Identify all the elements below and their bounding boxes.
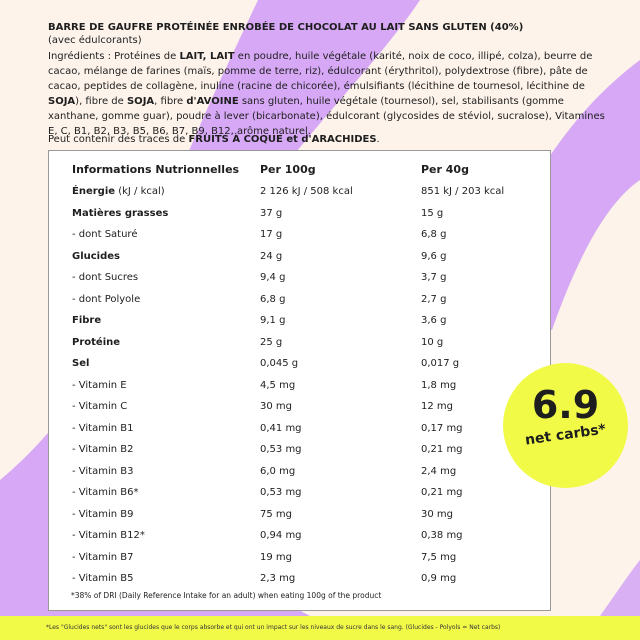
nutrient-label: - Vitamin E [72,379,127,391]
nutrient-label: - Vitamin B7 [72,551,134,563]
table-row: Matières grasses 37 g 15 g [49,204,550,224]
value-per-100g: 9,1 g [260,315,286,326]
table-row: - dont Sucres 9,4 g 3,7 g [49,268,550,288]
bottom-band [0,616,640,640]
table-row: - Vitamin B3 6,0 mg 2,4 mg [49,462,550,482]
table-row: - Vitamin B6* 0,53 mg 0,21 mg [49,483,550,503]
value-per-40g: 0,9 mg [421,573,457,584]
ingredients-text: Ingrédients : Protéines de LAIT, LAIT en… [48,51,605,137]
nutrient-label: - dont Sucres [72,272,139,283]
value-per-40g: 6,8 g [421,229,447,240]
value-per-40g: 7,5 mg [421,551,457,563]
nutrient-label: - Vitamin B2 [72,444,134,455]
net-carbs-note: *Les "Glucides nets" sont les glucides q… [46,624,501,631]
table-row: Sel 0,045 g 0,017 g [49,354,550,374]
value-per-100g: 25 g [260,336,283,348]
value-per-100g: 24 g [260,250,283,262]
value-per-40g: 0,21 mg [421,487,463,498]
nutrient-label: - Vitamin B6* [72,487,139,498]
value-per-40g: 10 g [421,336,444,348]
table-row: Glucides 24 g 9,6 g [49,247,550,267]
value-per-100g: 0,41 mg [260,422,302,434]
value-per-40g: 3,7 g [421,272,447,283]
value-per-40g: 12 mg [421,401,453,412]
value-per-100g: 19 mg [260,551,292,563]
value-per-100g: 0,94 mg [260,530,302,541]
value-per-40g: 0,38 mg [421,530,463,541]
nutrient-label: - Vitamin B1 [72,422,134,434]
value-per-40g: 2,4 mg [421,465,457,477]
product-subtitle: (avec édulcorants) [48,35,142,46]
value-per-100g: 0,045 g [260,358,299,369]
value-per-100g: 0,53 mg [260,487,302,498]
value-per-40g: 3,6 g [421,315,447,326]
table-row: Protéine 25 g 10 g [49,333,550,353]
value-per-40g: 0,21 mg [421,444,463,455]
value-per-100g: 6,8 g [260,293,286,305]
nutrient-label: - Vitamin B3 [72,465,134,477]
value-per-100g: 0,53 mg [260,444,302,455]
table-row: - Vitamin B1 0,41 mg 0,17 mg [49,419,550,439]
net-carbs-value: 6.9 [531,383,600,427]
value-per-100g: 2,3 mg [260,573,296,584]
table-row: - Vitamin B2 0,53 mg 0,21 mg [49,440,550,460]
nutrient-label: Sel [72,358,90,369]
nutrient-label: - Vitamin B12* [72,530,145,541]
value-per-40g: 2,7 g [421,293,447,305]
net-carbs-sticker: 6.9 net carbs* [503,363,628,488]
value-per-100g: 37 g [260,207,283,219]
value-per-40g: 30 mg [421,508,453,520]
table-row: - Vitamin E 4,5 mg 1,8 mg [49,376,550,396]
nutrition-table: Informations Nutrionnelles Per 100g Per … [48,150,551,611]
value-per-100g: 2 126 kJ / 508 kcal [260,186,353,197]
value-per-100g: 9,4 g [260,272,286,283]
value-per-100g: 17 g [260,229,283,240]
table-row: Fibre 9,1 g 3,6 g [49,311,550,331]
table-row: - Vitamin B9 75 mg 30 mg [49,505,550,525]
table-row: Énergie (kJ / kcal) 2 126 kJ / 508 kcal 85… [49,182,550,202]
table-row: - Vitamin B5 2,3 mg 0,9 mg [49,569,550,589]
table-row: - Vitamin B12* 0,94 mg 0,38 mg [49,526,550,546]
nutrient-label: - Vitamin B9 [72,508,134,520]
value-per-40g: 0,17 mg [421,422,463,434]
nutrient-label: Énergie (kJ / kcal) [72,186,165,197]
value-per-40g: 0,017 g [421,358,460,369]
value-per-100g: 75 mg [260,508,292,520]
nutrient-label: Glucides [72,250,121,262]
value-per-100g: 6,0 mg [260,465,296,477]
value-per-100g: 30 mg [260,401,292,412]
value-per-40g: 15 g [421,207,444,219]
allergen-traces: Peut contenir des traces de FRUITS À COQ… [48,134,380,145]
nutrient-label: - dont Saturé [72,229,138,240]
nutrient-label: Fibre [72,315,102,326]
nutrient-label: - dont Polyole [72,293,141,305]
value-per-40g: 851 kJ / 203 kcal [421,186,505,197]
table-header: Informations Nutrionnelles Per 100g Per … [72,163,469,176]
nutrient-label: Matières grasses [72,207,169,219]
value-per-100g: 4,5 mg [260,379,296,391]
product-title: BARRE DE GAUFRE PROTÉINÉE ENROBÉE DE CHO… [48,22,524,33]
nutrient-label: - Vitamin B5 [72,573,134,584]
table-row: - Vitamin C 30 mg 12 mg [49,397,550,417]
nutrient-label: Protéine [72,336,121,348]
nutrient-label: - Vitamin C [72,401,128,412]
value-per-40g: 9,6 g [421,250,447,262]
value-per-40g: 1,8 mg [421,379,457,391]
table-footnote: *38% of DRI (Daily Reference Intake for … [71,591,382,600]
table-row: - dont Saturé 17 g 6,8 g [49,225,550,245]
table-row: - dont Polyole 6,8 g 2,7 g [49,290,550,310]
table-row: - Vitamin B7 19 mg 7,5 mg [49,548,550,568]
